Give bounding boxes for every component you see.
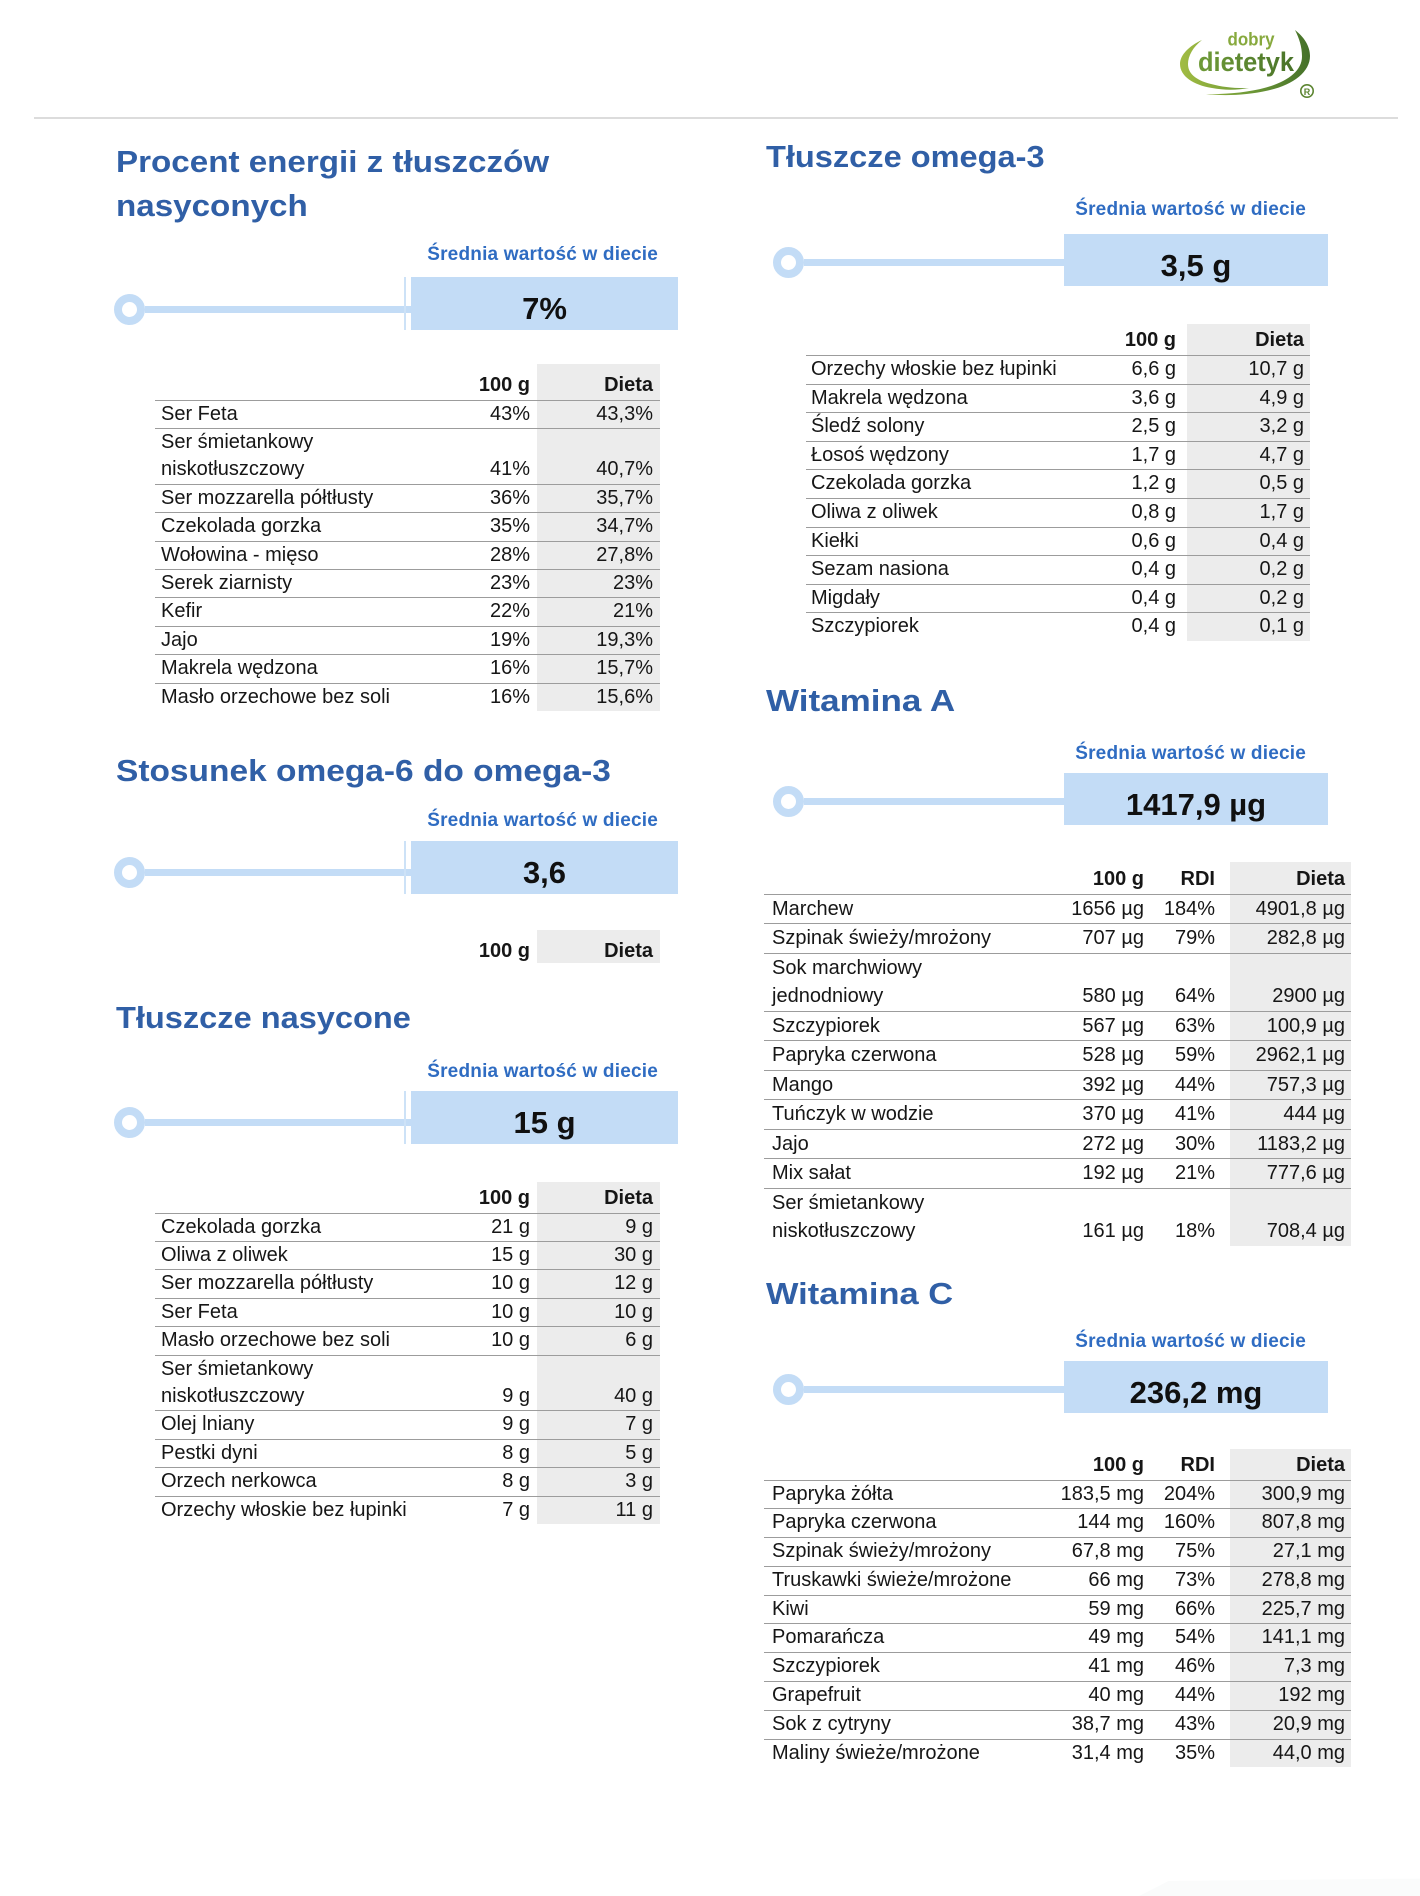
svg-text:R: R	[1304, 87, 1311, 97]
svg-text:dobry: dobry	[1228, 30, 1275, 50]
svg-text:dietetyk: dietetyk	[1198, 47, 1295, 77]
